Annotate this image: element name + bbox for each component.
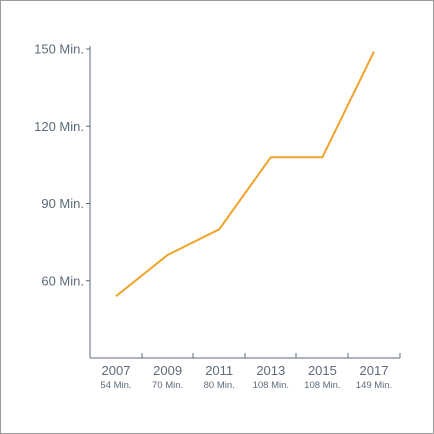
y-tick-label: 90 Min. — [41, 196, 84, 211]
data-label: 108 Min. — [304, 380, 340, 391]
data-label: 70 Min. — [152, 380, 183, 391]
data-label: 149 Min. — [356, 380, 392, 391]
y-tick-label: 150 Min. — [34, 42, 84, 57]
x-ticks: 2007 54 Min. 2009 70 Min. 2011 80 Min. 2013 108… — [100, 353, 401, 391]
y-tick-label: 120 Min. — [34, 119, 84, 134]
x-tick-label: 2009 — [153, 363, 182, 378]
y-ticks: 60 Min. 90 Min. 120 Min. 150 Min. — [34, 42, 90, 288]
series-line — [115, 51, 375, 297]
data-label: 108 Min. — [253, 380, 289, 391]
data-label: 54 Min. — [100, 380, 131, 391]
x-tick-label: 2013 — [256, 363, 285, 378]
x-tick-label: 2007 — [102, 363, 131, 378]
y-tick-label: 60 Min. — [41, 273, 84, 288]
x-tick-label: 2017 — [360, 363, 389, 378]
x-tick-label: 2015 — [308, 363, 337, 378]
x-tick-label: 2011 — [205, 363, 233, 378]
data-label: 80 Min. — [204, 380, 235, 391]
